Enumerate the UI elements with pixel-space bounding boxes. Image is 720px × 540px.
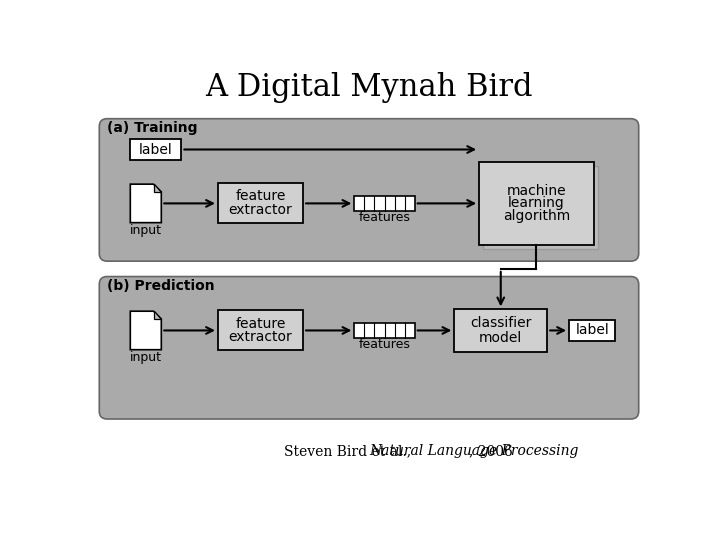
Text: algorithm: algorithm — [503, 209, 570, 222]
Text: label: label — [575, 323, 609, 338]
Bar — [479, 162, 594, 245]
Text: label: label — [139, 143, 173, 157]
Text: feature: feature — [235, 316, 286, 330]
Text: Steven Bird et al.,: Steven Bird et al., — [284, 444, 415, 458]
Bar — [130, 139, 181, 159]
Bar — [218, 310, 303, 350]
FancyBboxPatch shape — [99, 276, 639, 419]
Text: input: input — [130, 351, 162, 364]
Bar — [454, 309, 547, 352]
Text: learning: learning — [508, 197, 564, 211]
Polygon shape — [130, 184, 161, 222]
Polygon shape — [130, 311, 161, 350]
Text: classifier: classifier — [470, 316, 531, 330]
Bar — [354, 323, 415, 338]
Text: extractor: extractor — [229, 330, 292, 345]
Text: model: model — [479, 331, 523, 345]
FancyBboxPatch shape — [99, 119, 639, 261]
Polygon shape — [153, 311, 161, 319]
Bar — [218, 184, 303, 224]
Text: (b) Prediction: (b) Prediction — [107, 279, 215, 293]
Text: features: features — [359, 338, 410, 351]
Text: A Digital Mynah Bird: A Digital Mynah Bird — [205, 72, 533, 103]
Text: features: features — [359, 211, 410, 224]
Text: input: input — [130, 224, 162, 237]
Bar — [483, 166, 598, 249]
Text: Natural Language Processing: Natural Language Processing — [369, 444, 578, 458]
Text: (a) Training: (a) Training — [107, 121, 197, 135]
Bar — [354, 195, 415, 211]
Polygon shape — [153, 184, 161, 192]
Text: extractor: extractor — [229, 204, 292, 217]
Text: machine: machine — [507, 184, 566, 198]
Text: , 2006: , 2006 — [469, 444, 513, 458]
Text: feature: feature — [235, 190, 286, 204]
Bar — [569, 320, 616, 341]
